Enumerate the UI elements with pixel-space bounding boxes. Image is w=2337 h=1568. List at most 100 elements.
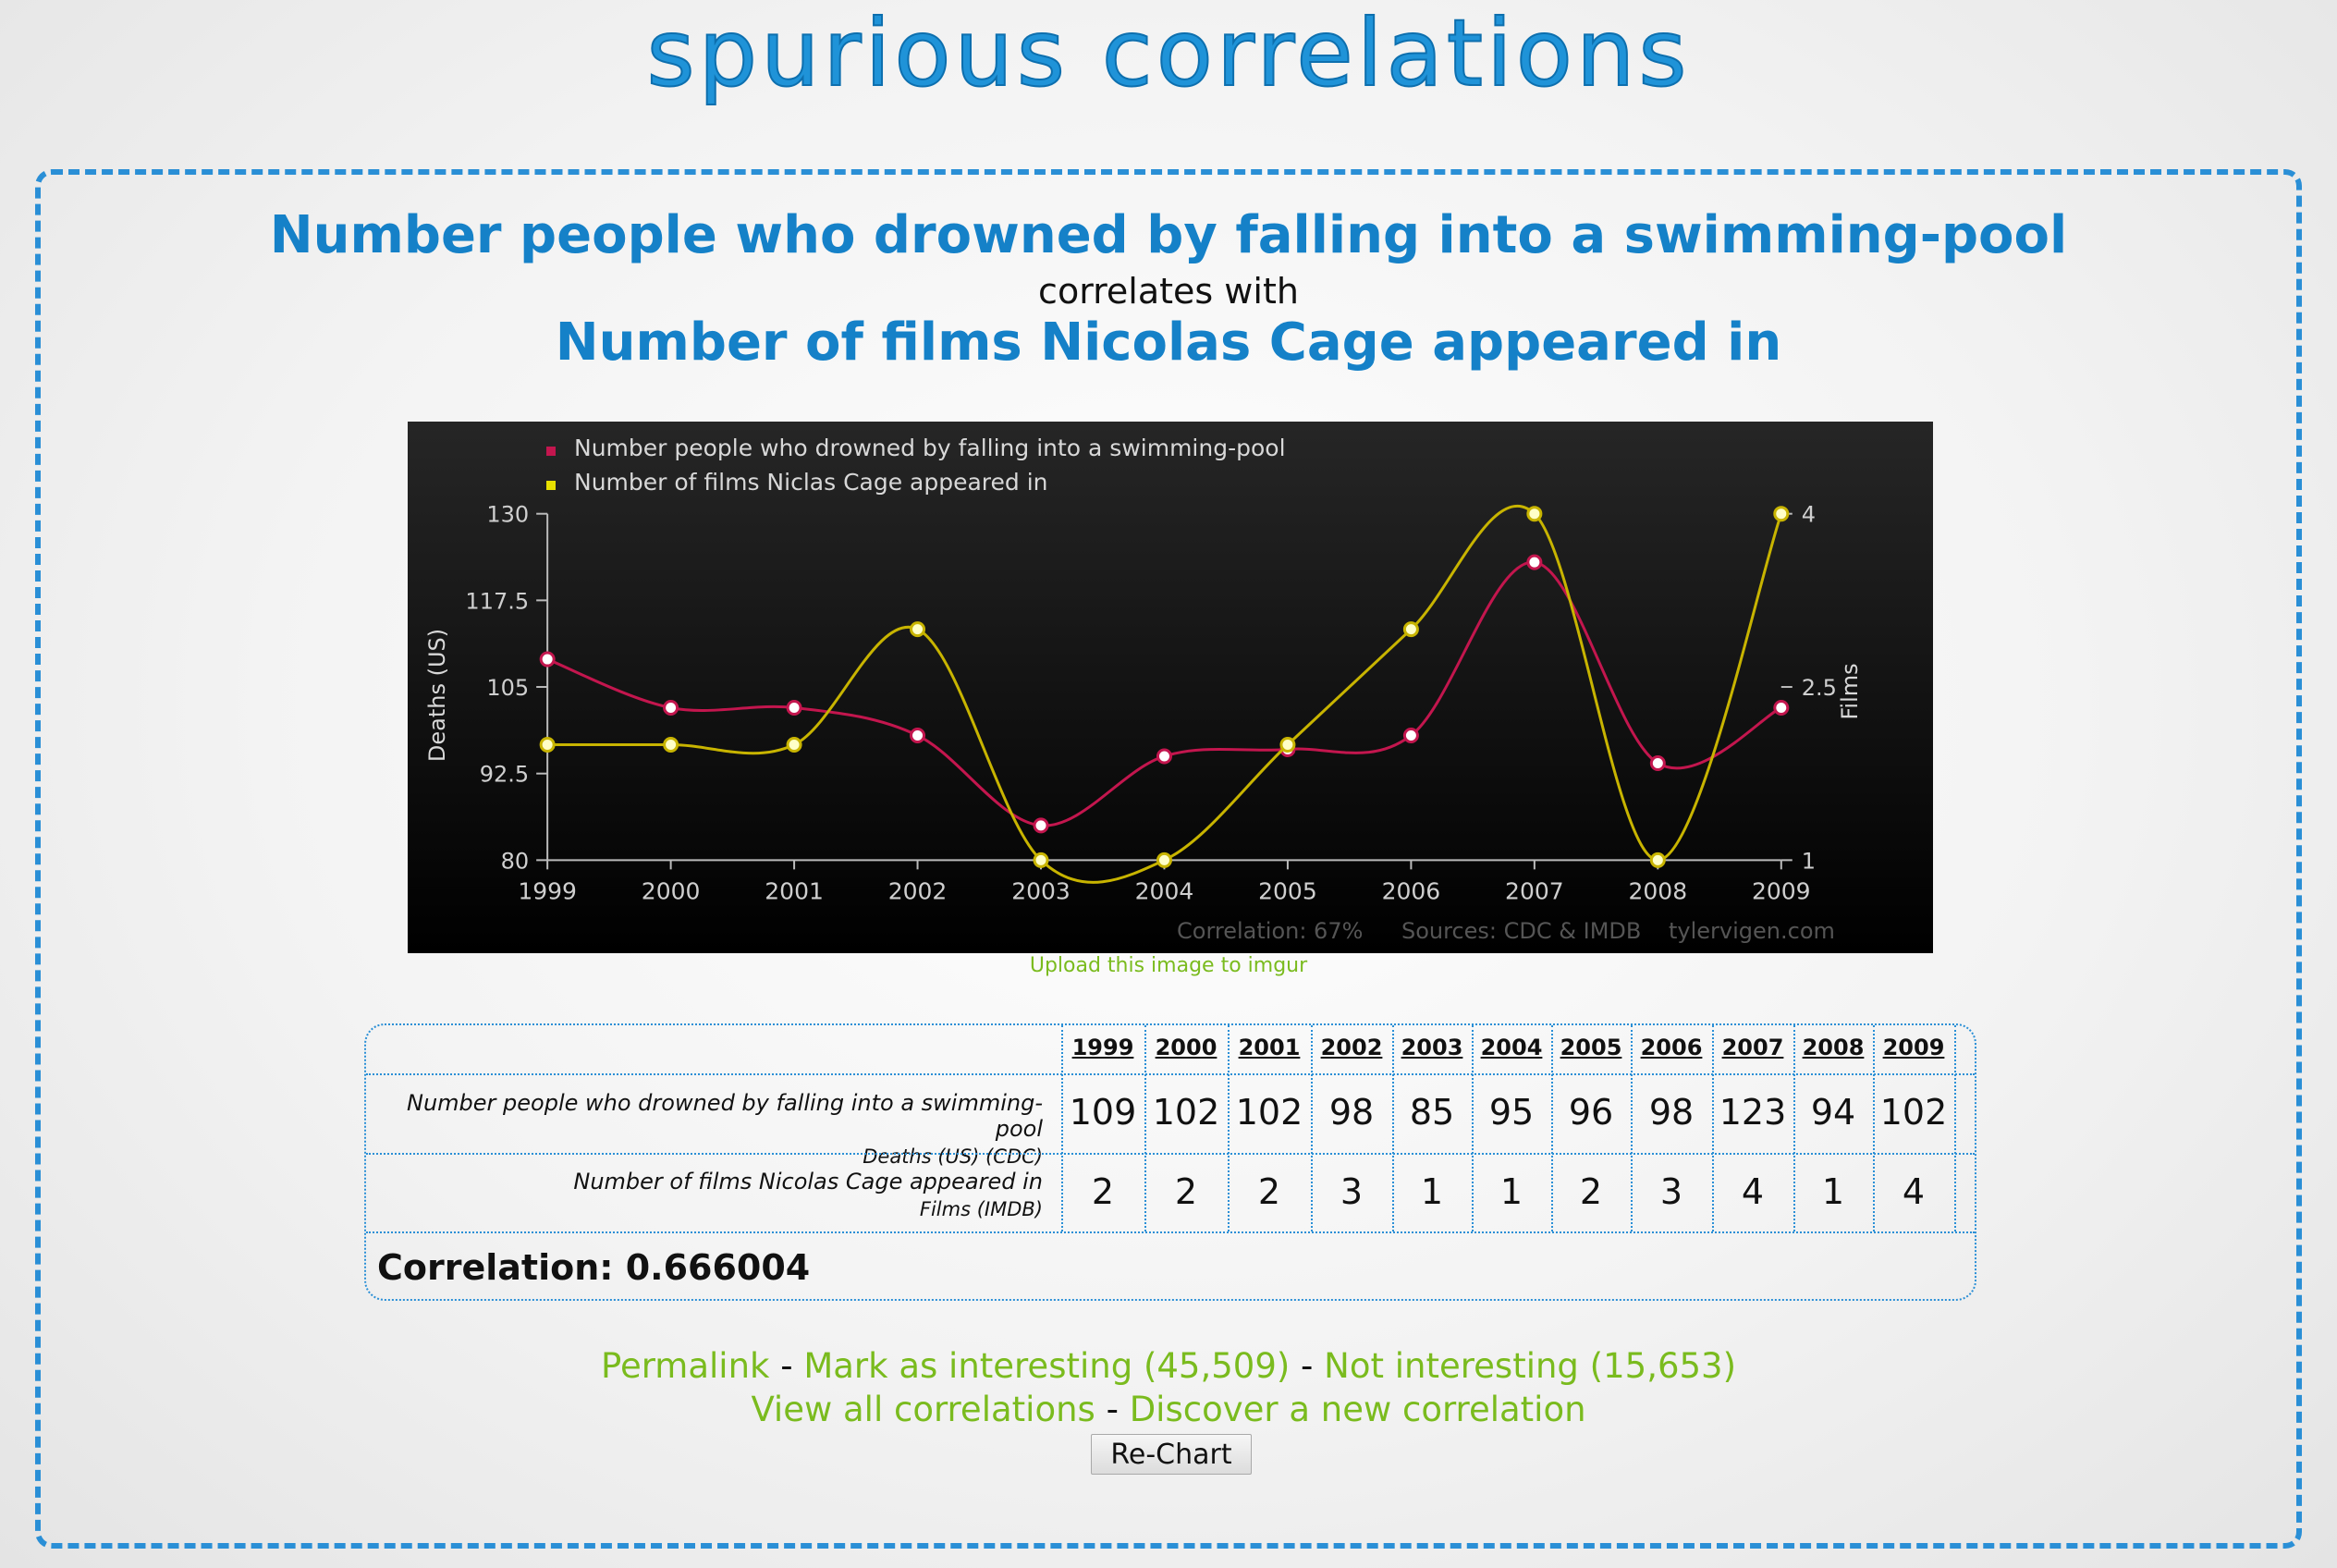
table-column-divider [1061, 1025, 1063, 1231]
year-header-2003[interactable]: 2003 [1401, 1035, 1463, 1060]
link-separator: - [769, 1346, 804, 1386]
mark-interesting-link[interactable]: Mark as interesting (45,509) [803, 1346, 1291, 1386]
films-value-2006: 3 [1659, 1171, 1683, 1212]
point-films-2001 [786, 736, 802, 753]
y-left-tick-label: 80 [501, 848, 530, 874]
films-value-2005: 2 [1579, 1171, 1603, 1212]
point-films-2004 [1156, 851, 1172, 868]
year-header-2008[interactable]: 2008 [1802, 1035, 1865, 1060]
table-column-divider [1551, 1025, 1553, 1231]
permalink-link[interactable]: Permalink [600, 1346, 770, 1386]
drownings-value-2003: 85 [1409, 1092, 1455, 1133]
year-header-2002[interactable]: 2002 [1320, 1035, 1383, 1060]
x-tick-label: 2001 [765, 877, 824, 904]
x-tick-label: 2002 [888, 877, 948, 904]
point-drownings-1999 [539, 651, 556, 668]
legend-label-drownings: Number people who drowned by falling int… [574, 435, 1286, 461]
row-label-films-block: Number of films Nicolas Cage appeared in… [377, 1169, 1043, 1220]
drownings-value-2007: 123 [1719, 1092, 1787, 1133]
variable-1-title: Number people who drowned by falling int… [269, 205, 2068, 265]
table-column-divider [1712, 1025, 1714, 1231]
rechart-button[interactable]: Re-Chart [1091, 1434, 1252, 1475]
legend-swatch-films [546, 481, 556, 490]
point-drownings-2004 [1156, 748, 1172, 765]
films-value-1999: 2 [1091, 1171, 1115, 1212]
upload-to-imgur-link[interactable]: Upload this image to imgur [1029, 954, 1308, 977]
year-header-2007[interactable]: 2007 [1721, 1035, 1784, 1060]
not-interesting-link[interactable]: Not interesting (15,653) [1324, 1346, 1737, 1386]
table-column-divider [1472, 1025, 1474, 1231]
drownings-value-2005: 96 [1568, 1092, 1614, 1133]
table-column-divider [1311, 1025, 1313, 1231]
drownings-value-1999: 109 [1069, 1092, 1137, 1133]
year-header-2001[interactable]: 2001 [1238, 1035, 1301, 1060]
point-drownings-2001 [786, 700, 802, 717]
legend-swatch-drownings [546, 447, 556, 456]
drownings-value-2009: 102 [1879, 1092, 1948, 1133]
year-header-2005[interactable]: 2005 [1560, 1035, 1622, 1060]
films-value-2001: 2 [1257, 1171, 1281, 1212]
point-drownings-2009 [1773, 700, 1790, 717]
point-films-2007 [1526, 506, 1543, 522]
point-films-2009 [1773, 506, 1790, 522]
y-right-tick-label: 1 [1802, 848, 1816, 874]
y-left-tick-label: 105 [486, 675, 529, 701]
table-row-divider [366, 1153, 1975, 1155]
chart-footer-correlation: Correlation: 67% [1177, 918, 1363, 944]
point-films-2003 [1033, 851, 1049, 868]
row-label-drownings-block: Number people who drowned by falling int… [377, 1090, 1043, 1168]
links-row-2: View all correlations - Discover a new c… [0, 1390, 2337, 1429]
table-row-divider [366, 1073, 1975, 1075]
x-tick-label: 1999 [518, 877, 577, 904]
year-header-2006[interactable]: 2006 [1640, 1035, 1703, 1060]
x-tick-label: 2000 [642, 877, 701, 904]
x-tick-label: 2007 [1505, 877, 1564, 904]
variable-2-title: Number of films Nicolas Cage appeared in [555, 312, 1782, 373]
table-column-divider [1144, 1025, 1146, 1231]
films-value-2008: 1 [1821, 1171, 1845, 1212]
table-column-divider [1873, 1025, 1875, 1231]
y-right-tick-label: 2.5 [1802, 675, 1837, 701]
year-header-2009[interactable]: 2009 [1882, 1035, 1945, 1060]
point-drownings-2006 [1402, 727, 1419, 743]
chart-footer-sources: Sources: CDC & IMDB [1401, 918, 1641, 944]
view-all-correlations-link[interactable]: View all correlations [751, 1390, 1095, 1429]
x-tick-label: 2003 [1011, 877, 1071, 904]
site-logo[interactable]: spurious correlations [0, 0, 2337, 120]
drownings-value-2006: 98 [1648, 1092, 1695, 1133]
x-tick-label: 2004 [1135, 877, 1194, 904]
year-header-2004[interactable]: 2004 [1480, 1035, 1543, 1060]
series-line-drownings [546, 560, 1782, 827]
point-films-2006 [1402, 621, 1419, 638]
table-column-divider [1392, 1025, 1394, 1231]
drownings-value-2004: 95 [1488, 1092, 1535, 1133]
row-label-films: Number of films Nicolas Cage appeared in [573, 1169, 1043, 1194]
point-films-2005 [1279, 736, 1296, 753]
correlation-chart: Number people who drowned by falling int… [408, 422, 1933, 953]
chart-background [408, 422, 1933, 953]
year-header-1999[interactable]: 1999 [1071, 1035, 1134, 1060]
table-column-divider [1954, 1025, 1956, 1231]
legend-label-films: Number of films Niclas Cage appeared in [574, 469, 1048, 496]
main-panel [35, 169, 2302, 1549]
y-left-tick-label: 92.5 [480, 762, 529, 788]
row-unit-films: Films (IMDB) [919, 1198, 1043, 1220]
films-value-2002: 3 [1340, 1171, 1364, 1212]
drownings-value-2000: 102 [1152, 1092, 1220, 1133]
point-films-2000 [663, 736, 679, 753]
row-label-drownings: Number people who drowned by falling int… [407, 1090, 1043, 1142]
correlation-value: Correlation: 0.666004 [377, 1247, 811, 1288]
year-header-2000[interactable]: 2000 [1155, 1035, 1217, 1060]
point-films-1999 [539, 736, 556, 753]
drownings-value-2008: 94 [1810, 1092, 1856, 1133]
point-films-2002 [910, 621, 926, 638]
discover-correlation-link[interactable]: Discover a new correlation [1129, 1390, 1586, 1429]
chart-footer-site: tylervigen.com [1669, 918, 1835, 944]
films-value-2000: 2 [1174, 1171, 1198, 1212]
point-drownings-2008 [1649, 754, 1666, 771]
row-unit-drownings: Deaths (US) (CDC) [863, 1145, 1043, 1168]
point-drownings-2002 [910, 727, 926, 743]
y-axis-left-label: Deaths (US) [424, 629, 450, 762]
point-films-2008 [1649, 851, 1666, 868]
data-table: Number people who drowned by falling int… [364, 1023, 1976, 1301]
